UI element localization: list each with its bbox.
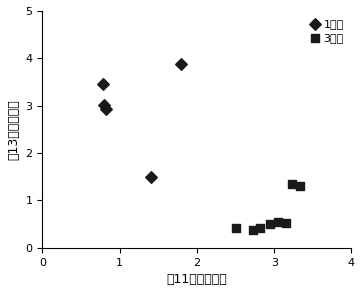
3年陈: [268, 222, 273, 226]
3年陈: [257, 226, 263, 230]
1年陈: [148, 174, 153, 179]
X-axis label: 到11年陈的距离: 到11年陈的距离: [167, 273, 227, 286]
Y-axis label: 到13年陈的距离: 到13年陈的距离: [7, 99, 20, 160]
Legend: 1年陈, 3年陈: 1年陈, 3年陈: [308, 16, 346, 45]
3年陈: [233, 226, 239, 230]
1年陈: [101, 102, 107, 107]
1年陈: [100, 82, 106, 87]
3年陈: [289, 181, 295, 186]
3年陈: [283, 221, 289, 226]
1年陈: [178, 62, 184, 67]
1年陈: [104, 107, 109, 111]
3年陈: [297, 184, 303, 188]
3年陈: [275, 219, 281, 224]
3年陈: [250, 228, 256, 233]
